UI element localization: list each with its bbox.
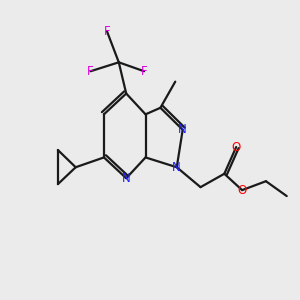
Text: N: N bbox=[178, 123, 187, 136]
Text: F: F bbox=[103, 25, 110, 38]
Text: O: O bbox=[238, 184, 247, 196]
Text: O: O bbox=[232, 140, 241, 154]
Text: N: N bbox=[172, 161, 181, 174]
Text: F: F bbox=[141, 65, 147, 78]
Text: F: F bbox=[87, 65, 94, 78]
Text: N: N bbox=[122, 172, 130, 185]
